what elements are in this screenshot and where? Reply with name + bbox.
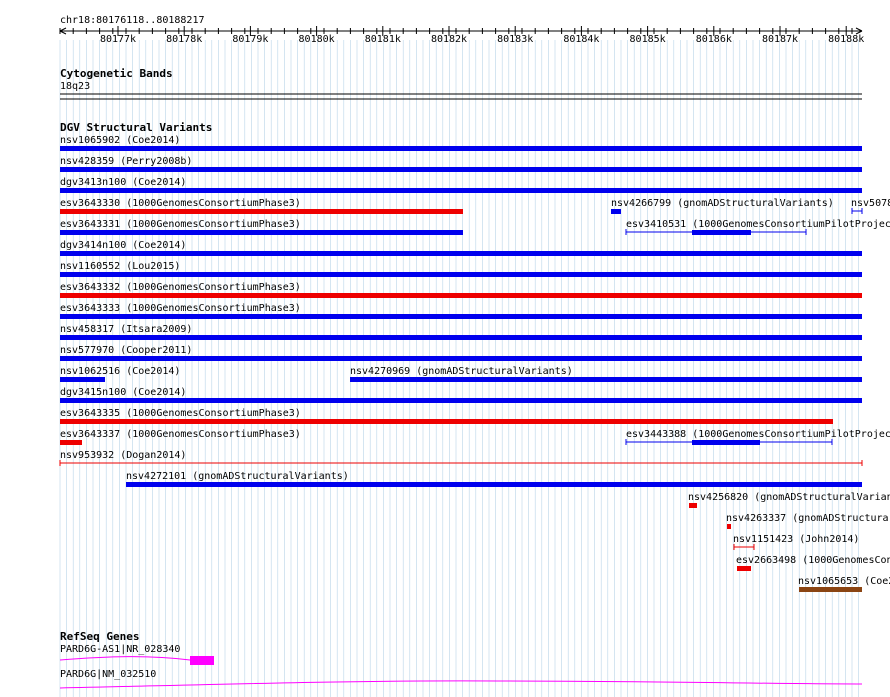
variant-bar — [60, 440, 82, 445]
dgv-track-title[interactable]: DGV Structural Variants — [60, 121, 213, 134]
cytoband-label: 18q23 — [60, 81, 91, 92]
variant-bar — [60, 146, 862, 151]
variant-bar — [60, 356, 862, 361]
variant-bar — [60, 419, 833, 424]
variant-label[interactable]: esv3443388 (1000GenomesConsortiumPilotPr… — [626, 429, 890, 440]
ruler-tick-label: 80178k — [166, 34, 203, 45]
gene-intron-pard6g — [59, 680, 863, 689]
variant-label[interactable]: dgv3413n100 (Coe2014) — [60, 177, 187, 188]
refseq-track-title[interactable]: RefSeq Genes — [60, 630, 140, 643]
ruler-position-label: chr18:80176118..80188217 — [60, 15, 205, 26]
gene-exon-pard6g-as1 — [190, 656, 214, 665]
variant-label[interactable]: nsv428359 (Perry2008b) — [60, 156, 193, 167]
variant-bar — [611, 209, 621, 214]
variant-label[interactable]: esv3643332 (1000GenomesConsortiumPhase3) — [60, 282, 301, 293]
ruler-tick-label: 80180k — [298, 34, 335, 45]
gene-intron-pard6g-as1 — [59, 656, 214, 661]
variant-label[interactable]: nsv1151423 (John2014) — [733, 534, 860, 545]
variant-label[interactable]: nsv1062516 (Coe2014) — [60, 366, 181, 377]
variant-label[interactable]: esv3643331 (1000GenomesConsortiumPhase3) — [60, 219, 301, 230]
variant-bar — [60, 272, 862, 277]
variant-label[interactable]: nsv1160552 (Lou2015) — [60, 261, 181, 272]
variant-bar — [799, 587, 862, 592]
variant-label[interactable]: nsv458317 (Itsara2009) — [60, 324, 193, 335]
ruler-tick-label: 80184k — [563, 34, 600, 45]
ruler-tick-label: 80182k — [430, 34, 468, 45]
variant-bar — [60, 335, 862, 340]
variant-bar — [350, 377, 862, 382]
cytoband-track-title[interactable]: Cytogenetic Bands — [60, 67, 173, 80]
ruler-tick-label: 80186k — [695, 34, 732, 45]
variant-label[interactable]: esv3643335 (1000GenomesConsortiumPhase3) — [60, 408, 301, 419]
variant-label[interactable]: esv3643333 (1000GenomesConsortiumPhase3) — [60, 303, 301, 314]
ruler-tick-label: 80179k — [232, 34, 269, 45]
variant-label[interactable]: nsv4272101 (gnomADStructuralVariants) — [126, 471, 349, 482]
variant-label[interactable]: nsv4270969 (gnomADStructuralVariants) — [350, 366, 573, 377]
variant-bar — [689, 503, 697, 508]
ruler-arrows — [59, 27, 863, 35]
ruler-tick-label: 80183k — [497, 34, 534, 45]
variant-label[interactable]: nsv577970 (Cooper2011) — [60, 345, 193, 356]
variant-label[interactable]: nsv4266799 (gnomADStructuralVariants) — [611, 198, 834, 209]
gene-label-pard6g-as1[interactable]: PARD6G-AS1|NR_028340 — [60, 644, 181, 655]
ruler-tick-label: 80185k — [629, 34, 666, 45]
variant-bar — [727, 524, 731, 529]
variant-bar — [60, 314, 862, 319]
variant-bar — [60, 188, 862, 193]
variant-bar — [60, 398, 862, 403]
variant-label[interactable]: nsv4263337 (gnomADStructura — [726, 513, 889, 524]
variant-bar — [60, 251, 862, 256]
variant-label[interactable]: dgv3415n100 (Coe2014) — [60, 387, 187, 398]
variant-label[interactable]: dgv3414n100 (Coe2014) — [60, 240, 187, 251]
ruler-tick-label: 80177k — [99, 34, 137, 45]
gene-label-pard6g[interactable]: PARD6G|NM_032510 — [60, 669, 157, 680]
variant-label[interactable]: nsv1065902 (Coe2014) — [60, 135, 181, 146]
variant-core-bar — [692, 230, 751, 235]
variant-bar — [60, 377, 105, 382]
variant-bar — [126, 482, 862, 487]
variant-label[interactable]: esv3410531 (1000GenomesConsortiumPilotPr… — [626, 219, 890, 230]
variant-core-bar — [692, 440, 760, 445]
ruler-tick-label: 80188k — [828, 34, 865, 45]
ruler-tick-label: 80187k — [761, 34, 799, 45]
variant-bar — [60, 167, 862, 172]
variant-label[interactable]: esv3643330 (1000GenomesConsortiumPhase3) — [60, 198, 301, 209]
variant-bar — [60, 230, 463, 235]
variant-label[interactable]: nsv953932 (Dogan2014) — [60, 450, 187, 461]
variant-bar — [737, 566, 751, 571]
variant-label[interactable]: nsv5078 — [851, 198, 890, 209]
ruler-tick-label: 80181k — [364, 34, 401, 45]
variant-label[interactable]: nsv1065653 (Coe2 — [798, 576, 890, 587]
variant-label[interactable]: nsv4256820 (gnomADStructuralVarian — [688, 492, 890, 503]
variant-label[interactable]: esv3643337 (1000GenomesConsortiumPhase3) — [60, 429, 301, 440]
variant-bar — [60, 293, 862, 298]
variant-bar — [60, 209, 463, 214]
variant-label[interactable]: esv2663498 (1000GenomesCon — [736, 555, 890, 566]
